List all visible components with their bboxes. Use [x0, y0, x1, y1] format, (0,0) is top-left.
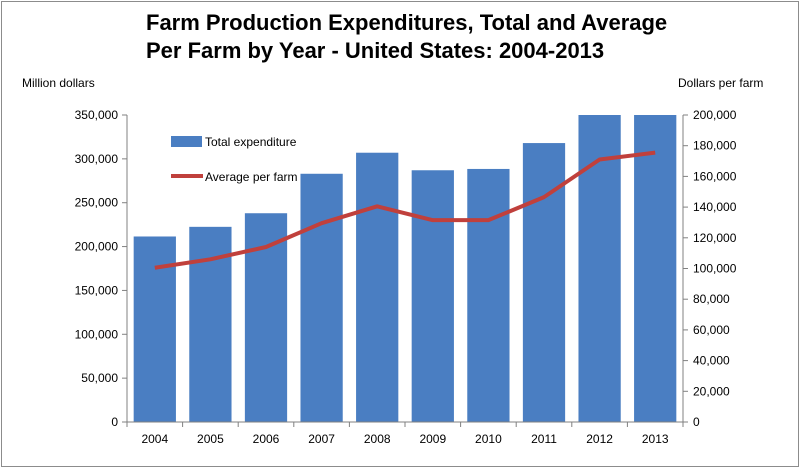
right-tick-label: 180,000: [693, 139, 737, 153]
bar-2012: [578, 115, 621, 422]
x-tick-label: 2007: [308, 432, 335, 446]
right-tick-label: 80,000: [693, 292, 730, 306]
x-tick-label: 2011: [531, 432, 557, 446]
left-tick-label: 300,000: [75, 152, 119, 166]
left-tick-label: 100,000: [75, 327, 119, 341]
bar-2013: [634, 115, 677, 422]
bar-2010: [467, 168, 510, 422]
legend: Total expenditure Average per farm: [171, 135, 298, 184]
x-tick-label: 2010: [475, 432, 502, 446]
axes: [122, 114, 688, 427]
right-tick-label: 100,000: [693, 262, 737, 276]
legend-swatch-total-expenditure: [171, 136, 202, 147]
left-tick-label: 350,000: [75, 108, 119, 122]
x-tick-label: 2006: [253, 432, 280, 446]
right-tick-label: 60,000: [693, 323, 730, 337]
right-tick-label: 40,000: [693, 354, 730, 368]
line-series-average-per-farm: [154, 150, 656, 270]
left-tick-label: 0: [111, 415, 118, 429]
left-tick-label: 200,000: [75, 240, 119, 254]
right-tick-label: 140,000: [693, 200, 737, 214]
x-tick-label: 2008: [364, 432, 391, 446]
x-tick-label: 2012: [586, 432, 613, 446]
left-tick-label: 50,000: [81, 371, 118, 385]
right-tick-label: 20,000: [693, 384, 730, 398]
right-tick-label: 120,000: [693, 231, 737, 245]
bar-2007: [300, 173, 343, 422]
x-tick-label: 2013: [642, 432, 669, 446]
x-tick-label: 2004: [141, 432, 168, 446]
right-tick-label: 200,000: [693, 108, 737, 122]
left-tick-label: 250,000: [75, 196, 119, 210]
bar-2006: [244, 213, 288, 422]
line-average-per-farm: [154, 150, 656, 270]
x-tick-label: 2009: [419, 432, 446, 446]
bar-2009: [411, 170, 454, 422]
left-tick-label: 150,000: [75, 283, 119, 297]
legend-label-total-expenditure: Total expenditure: [205, 135, 297, 149]
right-tick-label: 0: [693, 415, 700, 429]
legend-label-average-per-farm: Average per farm: [205, 170, 298, 184]
right-axis-unit-label: Dollars per farm: [678, 76, 763, 90]
left-axis-unit-label: Million dollars: [22, 76, 95, 90]
chart-title-line-2: Per Farm by Year - United States: 2004-2…: [146, 38, 604, 63]
x-tick-label: 2005: [197, 432, 224, 446]
bar-2008: [356, 152, 399, 422]
right-tick-label: 160,000: [693, 169, 737, 183]
tick-labels: 0 50,000 100,000 150,000 200,000 250,000 300,0…: [75, 108, 737, 446]
chart-title-line-1: Farm Production Expenditures, Total and …: [146, 10, 667, 35]
